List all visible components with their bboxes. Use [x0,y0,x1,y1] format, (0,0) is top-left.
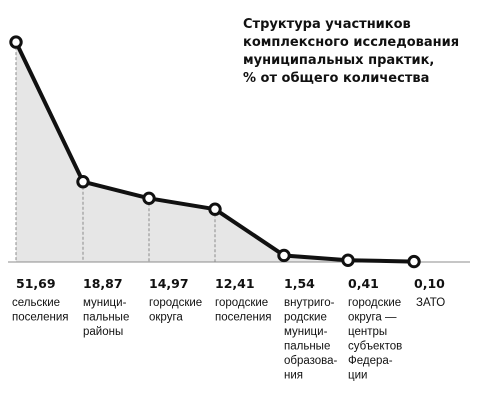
data-label: 51,69 [16,276,56,291]
category-label: центры [348,326,387,338]
category-label: поселения [215,312,272,324]
data-label: 0,41 [348,276,379,291]
data-point [142,191,156,206]
category-label: округа [149,312,183,324]
category-label: поселения [12,312,69,324]
area-fill [16,42,414,262]
data-point [277,248,291,263]
data-point [76,175,90,189]
data-label: 1,54 [284,276,315,291]
category-label: районы [83,326,123,338]
data-point [9,35,23,49]
data-label: 0,10 [414,276,445,291]
chart-title-line-2: комплексного исследования [243,35,460,50]
category-label: родские [284,312,327,324]
chart-title-line-4: % от общего количества [243,71,430,86]
category-label: Федера- [348,355,393,367]
category-label: ции [348,370,367,382]
data-point [208,202,222,216]
chart-title-line-3: муниципальных практик, [243,53,435,68]
category-label: ния [284,370,303,382]
data-label: 12,41 [215,276,255,291]
category-label: сельские [12,297,60,309]
category-label: округа — [348,312,397,324]
chart-title-line-1: Структура участников [243,17,411,32]
category-label: муници- [83,297,127,309]
data-point [407,254,421,269]
category-label: городские [215,297,268,309]
category-label: пальные [284,341,330,353]
category-label: образова- [284,355,338,367]
data-label: 18,87 [83,276,123,291]
data-point [341,253,355,267]
category-label: внутриго- [284,297,335,309]
category-label: муници- [284,326,328,338]
category-label: пальные [83,312,129,324]
category-label: ЗАТО [416,297,445,309]
category-label: городские [348,297,401,309]
category-label: субъектов [348,341,402,353]
chart-title: Структура участников комплексного исслед… [243,16,493,88]
data-label: 14,97 [149,276,189,291]
category-label: городские [149,297,202,309]
